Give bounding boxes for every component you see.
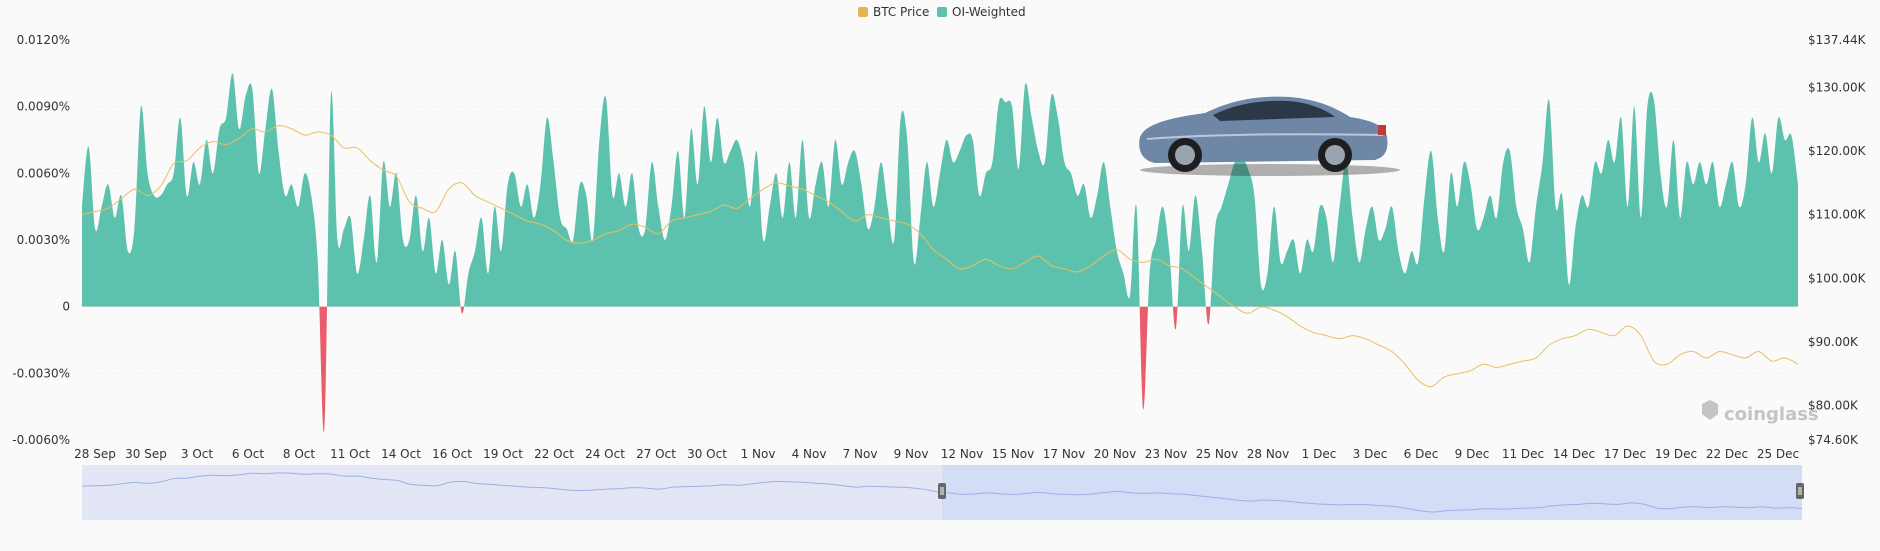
x-tick-label: 7 Nov — [843, 447, 878, 461]
x-tick-label: 9 Nov — [894, 447, 929, 461]
x-tick-label: 8 Oct — [283, 447, 315, 461]
navigator-handle-left[interactable] — [938, 483, 946, 499]
x-tick-label: 1 Nov — [741, 447, 776, 461]
y-axis-left: 0.0120% 0.0090% 0.0060% 0.0030% 0 -0.0030% -0.… — [12, 33, 70, 447]
x-tick-label: 17 Nov — [1043, 447, 1086, 461]
coinglass-logo-icon — [1702, 400, 1718, 420]
y-right-tick-label: $120.00K — [1808, 144, 1867, 158]
y-left-tick-label: 0 — [62, 300, 70, 314]
x-tick-label: 19 Oct — [483, 447, 523, 461]
legend-swatch-btc-price — [858, 7, 868, 17]
x-tick-label: 28 Nov — [1247, 447, 1290, 461]
x-tick-label: 6 Oct — [232, 447, 264, 461]
x-tick-label: 11 Oct — [330, 447, 370, 461]
x-tick-label: 11 Dec — [1502, 447, 1544, 461]
btc-price-line — [81, 124, 1799, 388]
x-tick-label: 15 Nov — [992, 447, 1035, 461]
x-tick-label: 19 Dec — [1655, 447, 1697, 461]
x-tick-label: 3 Dec — [1353, 447, 1388, 461]
x-tick-label: 30 Oct — [687, 447, 727, 461]
x-tick-label: 9 Dec — [1455, 447, 1490, 461]
x-tick-label: 1 Dec — [1302, 447, 1337, 461]
car-window — [1213, 100, 1335, 121]
legend-item-oi-weighted[interactable]: OI-Weighted — [937, 5, 1026, 19]
coinglass-watermark: coinglass — [1702, 400, 1819, 425]
y-left-tick-label: 0.0120% — [17, 33, 70, 47]
funding-rate-positive-area — [82, 73, 1798, 307]
y-axis-right: $137.44K $130.00K $120.00K $110.00K $100.00K… — [1808, 33, 1867, 447]
x-tick-label: 27 Oct — [636, 447, 676, 461]
y-right-tick-label: $80.00K — [1808, 399, 1859, 413]
x-tick-label: 3 Oct — [181, 447, 213, 461]
x-tick-label: 25 Nov — [1196, 447, 1239, 461]
x-tick-label: 14 Dec — [1553, 447, 1595, 461]
y-right-tick-label: $90.00K — [1808, 335, 1859, 349]
car-illustration — [1139, 96, 1400, 176]
x-tick-label: 24 Oct — [585, 447, 625, 461]
x-tick-label: 22 Oct — [534, 447, 574, 461]
x-tick-label: 12 Nov — [941, 447, 984, 461]
x-tick-label: 4 Nov — [792, 447, 827, 461]
y-right-tick-label: $74.60K — [1808, 433, 1859, 447]
navigator-selected-range[interactable] — [942, 465, 1802, 520]
y-right-tick-label: $110.00K — [1808, 208, 1867, 222]
y-left-tick-label: -0.0060% — [12, 433, 70, 447]
y-left-tick-label: 0.0030% — [17, 233, 70, 247]
x-tick-label: 30 Sep — [125, 447, 167, 461]
y-right-tick-label: $130.00K — [1808, 80, 1867, 94]
x-axis: 28 Sep 30 Sep 3 Oct 6 Oct 8 Oct 11 Oct 14 Oct 1… — [74, 447, 1799, 461]
x-tick-label: 22 Dec — [1706, 447, 1748, 461]
x-tick-label: 17 Dec — [1604, 447, 1646, 461]
car-wheel-rear-rim — [1325, 145, 1345, 165]
x-tick-label: 23 Nov — [1145, 447, 1188, 461]
legend: BTC Price OI-Weighted — [858, 5, 1026, 19]
legend-label-oi-weighted: OI-Weighted — [952, 5, 1026, 19]
legend-swatch-oi-weighted — [937, 7, 947, 17]
y-right-tick-label: $100.00K — [1808, 271, 1867, 285]
navigator[interactable] — [81, 465, 1804, 520]
navigator-handle-right[interactable] — [1796, 483, 1804, 499]
x-tick-label: 16 Oct — [432, 447, 472, 461]
car-taillight — [1378, 125, 1386, 135]
car-wheel-front-rim — [1175, 145, 1195, 165]
x-tick-label: 25 Dec — [1757, 447, 1799, 461]
y-left-tick-label: 0.0060% — [17, 166, 70, 180]
x-tick-label: 28 Sep — [74, 447, 116, 461]
y-right-tick-label: $137.44K — [1808, 33, 1867, 47]
y-left-tick-label: 0.0090% — [17, 100, 70, 114]
legend-label-btc-price: BTC Price — [873, 5, 929, 19]
car-highlight — [1146, 133, 1384, 140]
x-tick-label: 6 Dec — [1404, 447, 1439, 461]
legend-item-btc-price[interactable]: BTC Price — [858, 5, 929, 19]
coinglass-watermark-text: coinglass — [1724, 404, 1819, 425]
y-left-tick-label: -0.0030% — [12, 366, 70, 380]
x-tick-label: 14 Oct — [381, 447, 421, 461]
x-tick-label: 20 Nov — [1094, 447, 1137, 461]
